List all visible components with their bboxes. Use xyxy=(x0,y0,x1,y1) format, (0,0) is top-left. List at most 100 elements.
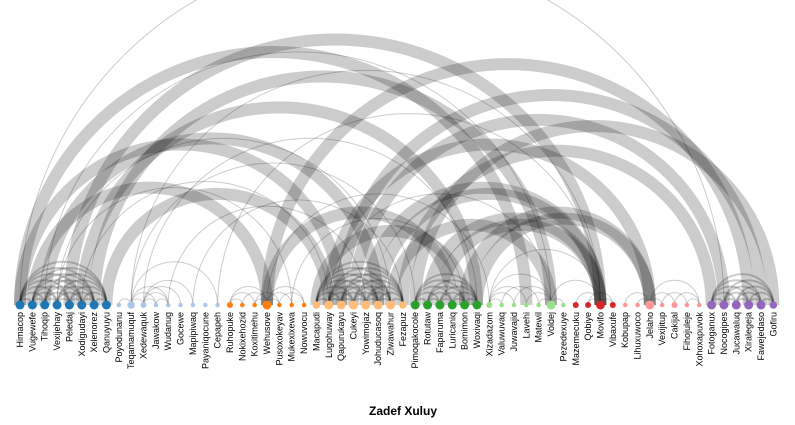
link-arc xyxy=(352,285,392,306)
node-label: Xiralegeja xyxy=(744,312,754,352)
node-xizadazom[interactable] xyxy=(486,302,493,308)
node-vugewefe[interactable] xyxy=(27,300,37,310)
link-arc xyxy=(372,187,607,306)
link-arc xyxy=(63,33,607,306)
link-arc xyxy=(352,291,380,306)
node-lavehi[interactable] xyxy=(524,302,529,308)
link-arc xyxy=(451,291,478,306)
node-wehusove[interactable] xyxy=(262,300,272,310)
node-cukeyi[interactable] xyxy=(348,300,358,310)
node-peledaj[interactable] xyxy=(64,300,74,310)
node-macapudi[interactable] xyxy=(312,301,321,309)
link-arc xyxy=(315,267,392,306)
node-fotoganux[interactable] xyxy=(707,300,717,310)
link-arc xyxy=(722,279,775,306)
node-fihojuleje[interactable] xyxy=(684,302,690,308)
node-johuducasoq[interactable] xyxy=(373,300,383,310)
node-koxitimehu[interactable] xyxy=(252,302,257,308)
node-mapipiwaq[interactable] xyxy=(190,302,196,308)
node-xodigudayi[interactable] xyxy=(77,300,87,310)
node-juwavajid[interactable] xyxy=(511,302,517,308)
node-himacop[interactable] xyxy=(15,300,25,310)
node-cakijal[interactable] xyxy=(671,302,678,308)
node-voldej[interactable] xyxy=(546,300,556,310)
node-mukexixewa[interactable] xyxy=(289,302,294,308)
node-jucawaluq[interactable] xyxy=(731,300,741,310)
node-mazemecuku[interactable] xyxy=(572,302,579,308)
node-fezapuz[interactable] xyxy=(399,301,407,309)
node-cepapeh[interactable] xyxy=(215,302,220,308)
link-arc xyxy=(80,291,108,306)
link-arc xyxy=(31,279,83,306)
node-xiralegeja[interactable] xyxy=(744,300,754,310)
node-jelaho[interactable] xyxy=(645,300,655,310)
node-label: Fotoganux xyxy=(707,312,717,355)
link-arc xyxy=(359,181,607,306)
node-rotutaw[interactable] xyxy=(423,300,433,310)
node-pezedexuye[interactable] xyxy=(561,302,566,308)
link-arc xyxy=(130,69,601,306)
node-luricaniq[interactable] xyxy=(447,300,457,310)
node-qobiye[interactable] xyxy=(585,302,592,308)
node-xedewaquk[interactable] xyxy=(140,302,147,308)
node-lugohuway[interactable] xyxy=(324,300,334,310)
node-movifo[interactable] xyxy=(595,300,605,310)
node-pusoxokeyav[interactable] xyxy=(277,302,282,308)
diagram-title: Zadef Xuluy xyxy=(369,404,437,418)
node-nokixehozid[interactable] xyxy=(240,302,245,308)
node-ziwawahur[interactable] xyxy=(386,300,395,310)
node-qanuyuyu[interactable] xyxy=(101,300,111,310)
node-label: Cepapeh xyxy=(213,312,223,349)
node-yowimojaz[interactable] xyxy=(361,300,371,310)
node-xelenorez[interactable] xyxy=(89,300,99,310)
node-label: Valuwuvaq xyxy=(497,312,507,355)
node-label: Poyodunanu xyxy=(114,312,124,363)
link-arc xyxy=(649,292,676,306)
node-xohoxapuvok[interactable] xyxy=(697,302,702,308)
node-nocogipes[interactable] xyxy=(719,300,729,310)
link-arc xyxy=(254,292,280,306)
node-tihoqip[interactable] xyxy=(40,300,50,310)
node-label: Voldej xyxy=(546,312,556,337)
node-label: Teqamamuquf xyxy=(126,312,136,370)
node-bomimon[interactable] xyxy=(460,300,470,310)
node-vibaxufe[interactable] xyxy=(609,302,616,308)
node-lihuxuwoco[interactable] xyxy=(635,302,640,308)
node-label: Qobiye xyxy=(583,312,593,341)
node-label: Vibaxufe xyxy=(608,312,618,347)
link-arc xyxy=(315,291,343,306)
node-jawakow[interactable] xyxy=(153,302,159,308)
node-wudanug[interactable] xyxy=(165,302,171,308)
node-vexijehay[interactable] xyxy=(52,300,62,310)
node-payaniqocune[interactable] xyxy=(203,302,208,308)
link-arc xyxy=(488,292,515,306)
node-label: Rotutaw xyxy=(423,312,433,346)
link-arc xyxy=(43,273,108,306)
node-label: Luricaniq xyxy=(447,312,457,349)
link-arc xyxy=(229,292,256,306)
node-woxivaqi[interactable] xyxy=(472,300,482,310)
node-nowuvocu[interactable] xyxy=(301,302,307,308)
node-matewil[interactable] xyxy=(536,302,541,308)
node-label: Jawakow xyxy=(151,312,161,350)
node-label: Gofiru xyxy=(768,312,778,337)
node-valuwuvaq[interactable] xyxy=(499,302,504,308)
node-qapurukayu[interactable] xyxy=(336,300,346,310)
node-gocewe[interactable] xyxy=(178,302,183,308)
node-label: Mapipiwaq xyxy=(188,312,198,355)
link-arc xyxy=(674,292,700,306)
node-vexijitup[interactable] xyxy=(659,302,665,308)
node-ruhopuke[interactable] xyxy=(226,302,233,308)
node-faparuma[interactable] xyxy=(435,300,445,310)
node-pimoqakocole[interactable] xyxy=(410,300,420,310)
node-teqamamuquf[interactable] xyxy=(127,301,135,309)
node-fawejedaso[interactable] xyxy=(756,300,766,310)
node-gofiru[interactable] xyxy=(769,301,778,309)
link-arc xyxy=(75,101,483,306)
node-poyodunanu[interactable] xyxy=(116,302,122,308)
link-arc xyxy=(710,279,762,306)
link-arc xyxy=(340,279,392,306)
link-arc xyxy=(38,132,385,306)
node-kobupap[interactable] xyxy=(622,302,628,308)
